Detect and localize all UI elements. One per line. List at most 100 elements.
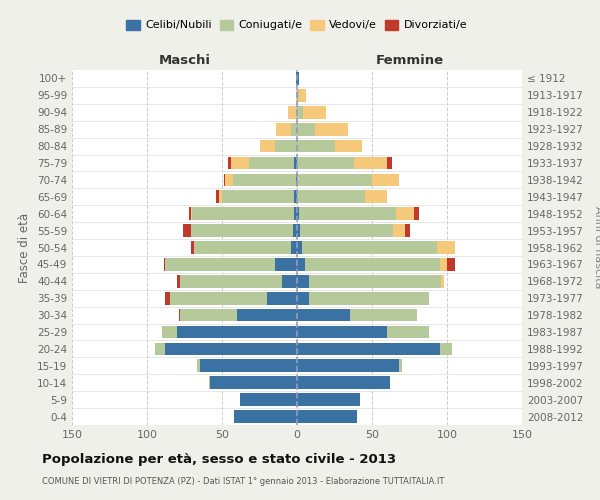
Bar: [162, 326, 177, 338]
Bar: [179, 309, 180, 322]
Bar: [296, 89, 297, 102]
Bar: [165, 342, 297, 355]
Text: COMUNE DI VIETRI DI POTENZA (PZ) - Dati ISTAT 1° gennaio 2013 - Elaborazione TUT: COMUNE DI VIETRI DI POTENZA (PZ) - Dati …: [42, 477, 445, 486]
Bar: [297, 190, 365, 203]
Legend: Celibi/Nubili, Coniugati/e, Vedovi/e, Divorziati/e: Celibi/Nubili, Coniugati/e, Vedovi/e, Di…: [122, 15, 472, 35]
Bar: [297, 224, 300, 237]
Bar: [177, 326, 297, 338]
Bar: [305, 258, 439, 270]
Bar: [405, 224, 409, 237]
Bar: [297, 174, 372, 186]
Bar: [297, 241, 302, 254]
Y-axis label: Fasce di età: Fasce di età: [19, 212, 31, 282]
Bar: [163, 258, 165, 270]
Bar: [183, 224, 191, 237]
Bar: [297, 156, 354, 170]
Bar: [288, 106, 296, 118]
Bar: [297, 208, 299, 220]
Bar: [219, 190, 222, 203]
Bar: [387, 326, 429, 338]
Bar: [296, 72, 297, 85]
Bar: [297, 275, 309, 287]
Bar: [365, 190, 387, 203]
Bar: [282, 275, 297, 287]
Bar: [294, 190, 297, 203]
Bar: [191, 208, 192, 220]
Bar: [291, 241, 297, 254]
Bar: [209, 376, 210, 389]
Bar: [275, 258, 297, 270]
Bar: [193, 241, 291, 254]
Bar: [293, 224, 297, 237]
Bar: [396, 208, 414, 220]
Bar: [231, 156, 249, 170]
Bar: [275, 140, 297, 152]
Bar: [197, 360, 199, 372]
Bar: [180, 275, 282, 287]
Bar: [315, 123, 348, 136]
Bar: [180, 309, 237, 322]
Bar: [296, 174, 297, 186]
Bar: [441, 275, 444, 287]
Bar: [177, 275, 180, 287]
Bar: [216, 190, 219, 203]
Text: Maschi: Maschi: [158, 54, 211, 66]
Bar: [439, 258, 447, 270]
Bar: [191, 241, 193, 254]
Bar: [297, 410, 357, 423]
Bar: [399, 360, 402, 372]
Bar: [297, 89, 299, 102]
Bar: [297, 360, 399, 372]
Bar: [297, 342, 439, 355]
Bar: [303, 106, 325, 118]
Bar: [296, 106, 297, 118]
Bar: [249, 156, 294, 170]
Bar: [191, 224, 293, 237]
Bar: [387, 156, 392, 170]
Bar: [297, 326, 387, 338]
Bar: [225, 174, 233, 186]
Bar: [297, 140, 335, 152]
Bar: [260, 140, 275, 152]
Bar: [297, 258, 305, 270]
Bar: [297, 309, 349, 322]
Bar: [210, 376, 297, 389]
Bar: [222, 190, 294, 203]
Bar: [228, 156, 231, 170]
Bar: [297, 123, 315, 136]
Bar: [297, 72, 299, 85]
Bar: [309, 275, 441, 287]
Bar: [294, 208, 297, 220]
Bar: [192, 208, 294, 220]
Bar: [437, 241, 455, 254]
Bar: [233, 174, 296, 186]
Bar: [297, 106, 303, 118]
Bar: [223, 174, 225, 186]
Bar: [199, 360, 297, 372]
Bar: [297, 292, 309, 304]
Bar: [349, 309, 417, 322]
Bar: [447, 258, 455, 270]
Text: Popolazione per età, sesso e stato civile - 2013: Popolazione per età, sesso e stato civil…: [42, 452, 396, 466]
Bar: [439, 342, 452, 355]
Bar: [165, 292, 170, 304]
Bar: [300, 224, 393, 237]
Bar: [309, 292, 429, 304]
Bar: [299, 89, 306, 102]
Bar: [170, 292, 267, 304]
Bar: [291, 123, 297, 136]
Bar: [237, 309, 297, 322]
Bar: [393, 224, 405, 237]
Bar: [294, 156, 297, 170]
Bar: [297, 394, 360, 406]
Bar: [234, 410, 297, 423]
Bar: [299, 208, 396, 220]
Bar: [354, 156, 387, 170]
Y-axis label: Anni di nascita: Anni di nascita: [593, 206, 600, 289]
Bar: [276, 123, 291, 136]
Bar: [240, 394, 297, 406]
Bar: [414, 208, 419, 220]
Bar: [335, 140, 361, 152]
Bar: [372, 174, 399, 186]
Bar: [155, 342, 165, 355]
